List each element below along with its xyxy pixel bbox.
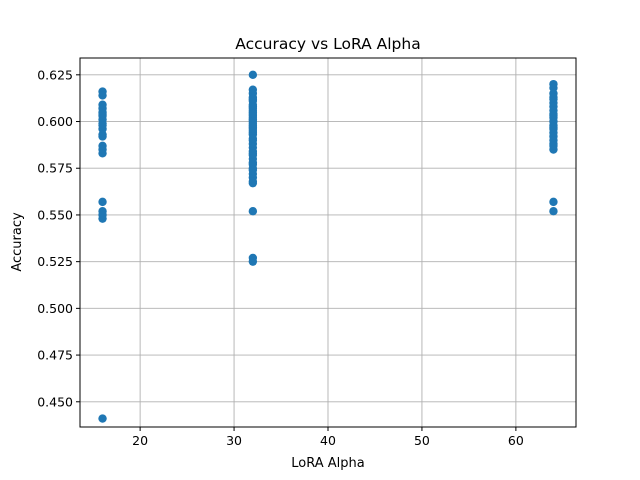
data-points	[98, 70, 558, 423]
data-point	[98, 149, 107, 158]
y-tick-label: 0.450	[37, 394, 73, 409]
y-tick-label: 0.525	[37, 254, 73, 269]
y-tick-label: 0.600	[37, 114, 73, 129]
data-point	[248, 94, 258, 104]
y-tick-label: 0.575	[37, 161, 73, 176]
data-point	[98, 91, 107, 100]
grid	[80, 58, 576, 427]
data-point	[248, 149, 258, 158]
data-point	[248, 70, 258, 80]
y-tick-label: 0.475	[37, 348, 73, 363]
ticks: 20 30 40 50 60 0.450 0.475 0.500 0.525 0.550 0.575…	[37, 67, 524, 448]
data-point	[98, 197, 107, 207]
data-point	[248, 109, 258, 119]
data-point	[248, 165, 258, 175]
data-point	[549, 207, 558, 216]
y-tick-label: 0.550	[37, 207, 73, 222]
x-tick-label: 40	[320, 433, 336, 448]
data-point	[98, 214, 107, 223]
data-point	[248, 102, 258, 111]
data-point	[248, 158, 258, 167]
x-tick-label: 50	[414, 433, 430, 448]
data-point	[549, 122, 558, 132]
data-point	[549, 111, 558, 121]
x-tick-label: 60	[508, 433, 524, 448]
data-point	[248, 178, 258, 188]
data-point	[248, 207, 258, 216]
y-axis-label: Accuracy	[10, 212, 25, 272]
x-axis-label: LoRA Alpha	[291, 456, 364, 471]
data-point	[248, 121, 258, 130]
data-point	[549, 197, 558, 207]
y-tick-label: 0.625	[37, 67, 73, 82]
data-point	[98, 132, 107, 141]
data-point	[248, 257, 258, 266]
data-point	[98, 121, 107, 130]
data-point	[248, 134, 258, 143]
chart-title: Accuracy vs LoRA Alpha	[235, 35, 420, 53]
x-tick-label: 20	[132, 433, 148, 448]
data-point	[98, 109, 107, 119]
data-point	[549, 93, 558, 102]
y-tick-label: 0.500	[37, 301, 73, 316]
data-point	[549, 141, 558, 151]
x-tick-label: 30	[226, 433, 242, 448]
data-point	[98, 414, 107, 423]
